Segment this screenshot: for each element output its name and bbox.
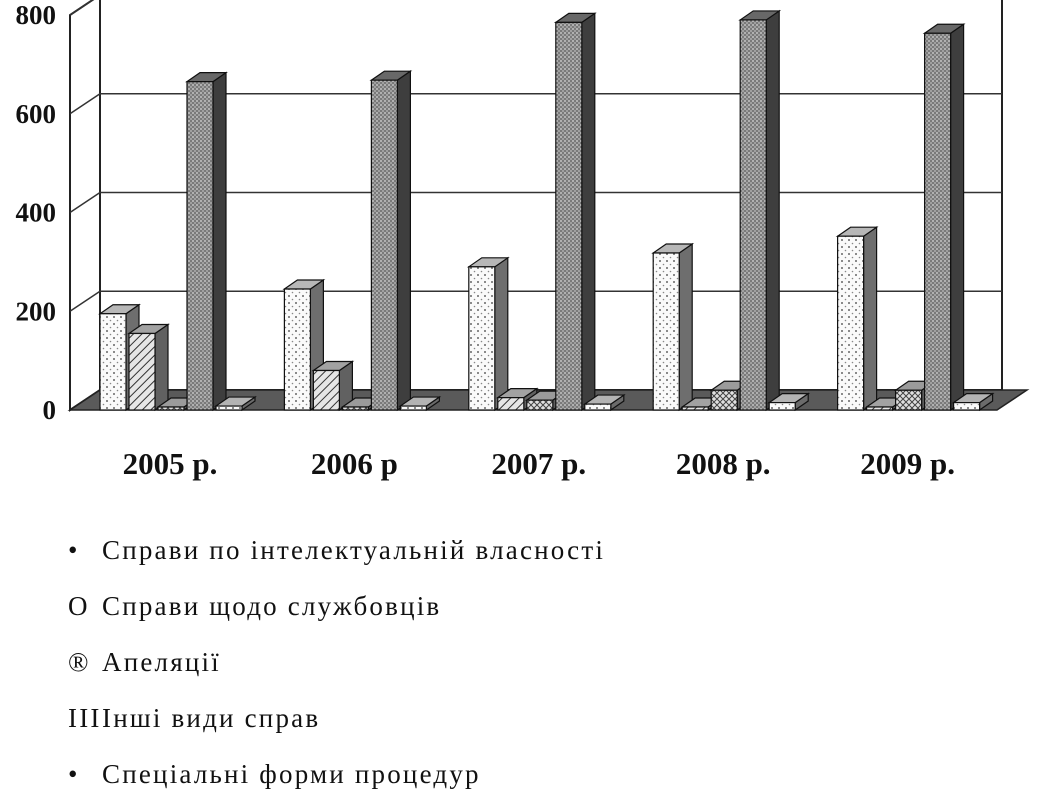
legend-item: • Справи по інтелектуальній власності (68, 530, 605, 586)
bar-front (555, 21, 583, 411)
bar-side (154, 323, 169, 412)
bar-front (923, 32, 952, 411)
x-axis-labels: 2005 р. 2006 р 2007 р. 2008 р. 2009 р. (123, 446, 955, 481)
bar (922, 23, 966, 412)
y-tick-label: 200 (16, 296, 57, 326)
bar (127, 323, 170, 412)
x-category-label: 2006 р (311, 446, 398, 481)
bar-front (710, 389, 738, 411)
bar-front (215, 405, 243, 411)
bar (369, 70, 413, 412)
bar-front (894, 389, 923, 411)
bar (767, 392, 811, 412)
x-category-label: 2008 р. (676, 446, 771, 481)
legend-item: О Справи щодо службовців (68, 586, 605, 642)
bar-front (681, 406, 709, 411)
bar-side (212, 71, 227, 412)
legend-marker: О (68, 591, 90, 621)
bar-side (494, 256, 509, 412)
legend-label: Справи щодо службовців (102, 591, 442, 621)
bar (835, 226, 879, 412)
bar-front (370, 79, 398, 411)
legend-label: Спеціальні форми процедур (102, 759, 481, 789)
bar-front (99, 313, 127, 411)
bar (738, 9, 782, 412)
y-tick-label: 400 (16, 198, 57, 228)
left-wall (69, 0, 101, 412)
x-category-label: 2005 р. (123, 446, 218, 481)
bar-side (678, 242, 693, 412)
y-tick-label: 600 (16, 99, 57, 129)
bar-front (399, 405, 427, 411)
bar-front (865, 406, 894, 411)
bar-front (768, 401, 796, 411)
bars (98, 9, 995, 412)
bar-side (396, 70, 411, 412)
bar (553, 12, 597, 412)
bar (185, 71, 228, 412)
gridline (69, 290, 1002, 312)
bar-side (765, 9, 780, 412)
bar-front (952, 401, 981, 411)
gridline (69, 191, 1002, 214)
bar (311, 360, 355, 412)
bar-front (312, 369, 340, 411)
bar-front (739, 19, 767, 411)
legend-marker: ІІІ (68, 703, 102, 733)
bar-front (186, 81, 214, 411)
bar-front (128, 332, 156, 411)
bar-front (584, 403, 612, 411)
bar-front (526, 399, 554, 411)
legend-item: ® Апеляції (68, 642, 605, 698)
bar (214, 395, 257, 412)
bar-side (949, 23, 965, 412)
x-category-label: 2007 р. (491, 446, 586, 481)
legend-label: Апеляції (102, 647, 221, 677)
y-tick-label: 800 (16, 0, 57, 30)
bar (466, 256, 510, 412)
y-axis-ticks: 0 200 400 600 800 (16, 0, 57, 425)
legend-item: • Спеціальні форми процедур (68, 754, 605, 810)
bar (398, 395, 442, 412)
gridline (69, 0, 94, 16)
legend-marker: ® (68, 647, 91, 677)
bar-front (283, 288, 311, 411)
bar-front (497, 397, 525, 411)
bar-chart: 0 200 400 600 800 2005 р. 2006 р 2007 р. 2008 р… (16, 0, 1030, 481)
legend-label: Справи по інтелектуальній власності (102, 535, 606, 565)
legend-marker: • (68, 535, 80, 565)
bar-front (836, 235, 865, 411)
legend-marker: • (68, 759, 80, 789)
bar-front (157, 406, 185, 411)
bar-side (581, 12, 596, 412)
bar (651, 242, 695, 412)
bar-front (341, 406, 369, 411)
legend: • Справи по інтелектуальній власності О Сп… (68, 530, 605, 810)
bar-side (862, 226, 878, 412)
bar-front (652, 252, 680, 411)
bar-front (468, 266, 496, 411)
gridline (69, 93, 1002, 115)
legend-item: ІІІІнші види справ (68, 698, 605, 754)
legend-label: Інші види справ (102, 703, 321, 733)
gridlines (69, 0, 1002, 312)
y-tick-label: 0 (43, 395, 57, 425)
bar (582, 393, 626, 412)
bar (951, 392, 995, 412)
x-category-label: 2009 р. (860, 446, 955, 481)
